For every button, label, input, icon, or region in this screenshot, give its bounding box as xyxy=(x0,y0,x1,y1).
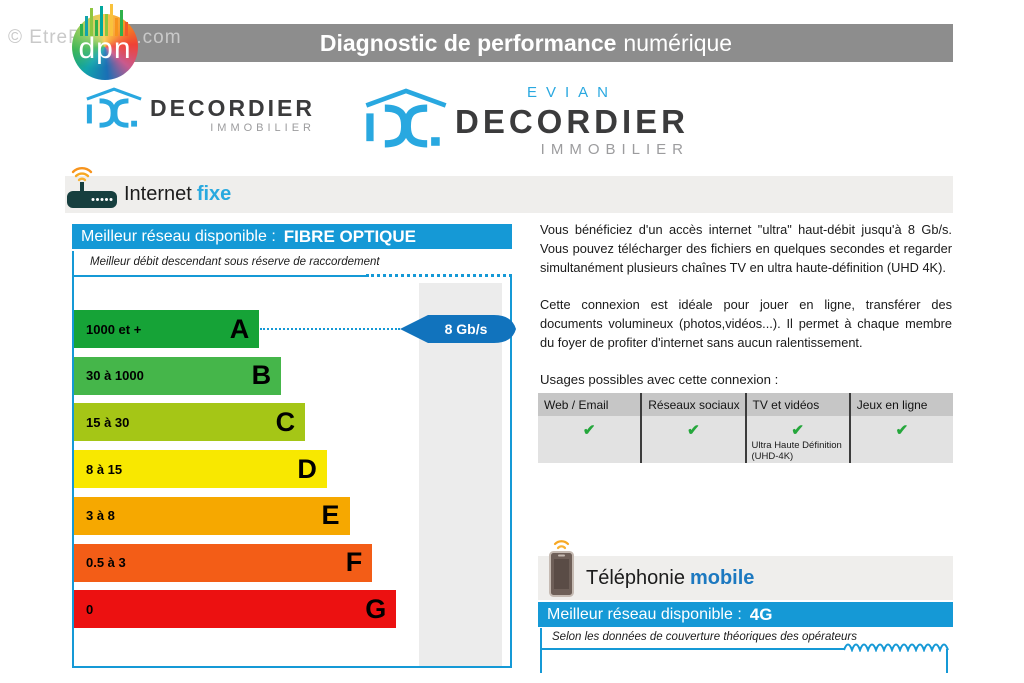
grade-bar-D: 8 à 15 D xyxy=(74,450,327,489)
chart-gray-column xyxy=(419,283,502,666)
internet-fixe-title: Internet fixe xyxy=(124,183,231,206)
agency-name: DECORDIER xyxy=(455,103,690,140)
usage-column-body: ✔ xyxy=(642,416,745,463)
router-icon xyxy=(67,167,117,208)
dpn-logo: dpn xyxy=(70,2,142,86)
grade-letter: F xyxy=(345,547,363,577)
internet-title-text: Internet xyxy=(124,183,192,205)
usage-column-body: ✔ xyxy=(538,416,641,463)
usage-column-header: Web / Email xyxy=(538,393,641,416)
speed-range-label: 0.5 à 3 xyxy=(86,555,126,570)
grade-letter: D xyxy=(297,453,317,484)
agency-subtitle: IMMOBILIER xyxy=(210,122,316,134)
wavy-line xyxy=(843,643,949,652)
dc-monogram-icon xyxy=(365,88,447,148)
smartphone-icon xyxy=(549,540,574,597)
mobile-chart-right-line xyxy=(946,649,948,673)
best-network-banner-fixed: Meilleur réseau disponible : FIBRE OPTIQ… xyxy=(72,224,512,249)
selected-grade-connector xyxy=(260,328,400,330)
mobile-title-accent: mobile xyxy=(689,567,755,589)
description-paragraph-1: Vous bénéficiez d'un accès internet "ult… xyxy=(540,222,952,276)
speed-range-label: 0 xyxy=(86,601,94,617)
description-paragraph-2: Cette connexion est idéale pour jouer en… xyxy=(540,296,952,350)
grade-bar-B: 30 à 1000 B xyxy=(74,356,282,395)
connection-description: Vous bénéficiez d'un accès internet "ult… xyxy=(540,220,952,352)
best-network-banner-mobile: Meilleur réseau disponible : 4G xyxy=(538,602,953,627)
page-title: Diagnostic de performance numérique xyxy=(99,24,953,62)
mobile-note: Selon les données de couverture théoriqu… xyxy=(552,631,857,643)
usages-table: Web / Email ✔ Réseaux sociaux ✔ TV et vidéos… xyxy=(538,393,953,463)
chart-top-border xyxy=(74,275,366,277)
usage-note: Ultra Haute Définition (UHD-4K) xyxy=(751,440,842,463)
speed-range-label: 1000 et + xyxy=(86,321,142,337)
usage-column-header: Réseaux sociaux xyxy=(642,393,745,416)
agency-logo-small: DECORDIER IMMOBILIER xyxy=(86,84,315,134)
speed-range-label: 3 à 8 xyxy=(86,508,115,524)
mobile-title-text: Téléphonie xyxy=(586,567,685,589)
check-icon: ✔ xyxy=(687,422,700,439)
banner-label: Meilleur réseau disponible : xyxy=(547,605,742,623)
mobile-chart-baseline xyxy=(541,648,845,650)
speed-tag: 8 Gb/s xyxy=(400,315,516,343)
grade-letter: B xyxy=(251,360,272,391)
banner-value: FIBRE OPTIQUE xyxy=(283,226,417,246)
mobile-chart-left-line xyxy=(540,628,542,673)
agency-name: DECORDIER xyxy=(150,95,316,121)
agency-logo-large: EVIAN DECORDIER IMMOBILIER xyxy=(365,82,689,158)
chart-left-line xyxy=(72,251,74,277)
grade-letter: C xyxy=(275,406,296,437)
speed-grade-chart: 1000 et + A 30 à 1000 B 15 à 30 C 8 à 15 D 3 à 8… xyxy=(72,274,516,668)
usage-column: Jeux en ligne ✔ xyxy=(848,393,953,463)
chart-top-dotted-border xyxy=(366,274,512,277)
grade-bar-E: 3 à 8 E xyxy=(74,496,350,535)
internet-fixe-strip xyxy=(65,176,953,213)
dc-monogram-icon xyxy=(86,87,142,128)
mobile-strip xyxy=(538,556,953,600)
usage-column-header: TV et vidéos xyxy=(746,393,849,416)
agency-subtitle: IMMOBILIER xyxy=(540,141,690,158)
page-title-bold: Diagnostic de performance xyxy=(319,29,617,56)
usage-column-header: Jeux en ligne xyxy=(850,393,953,416)
usage-column: TV et vidéos ✔ Ultra Haute Définition (UHD… xyxy=(744,393,849,463)
speed-tag-value: 8 Gb/s xyxy=(445,321,488,337)
usage-column-body: ✔ Ultra Haute Définition (UHD-4K) xyxy=(746,416,849,463)
usage-column: Web / Email ✔ xyxy=(538,393,641,463)
check-icon: ✔ xyxy=(791,422,804,439)
check-icon: ✔ xyxy=(582,422,596,439)
internet-title-accent: fixe xyxy=(196,183,232,205)
grade-bar-C: 15 à 30 C xyxy=(74,403,306,442)
speed-range-label: 30 à 1000 xyxy=(86,368,144,384)
grade-bar-A: 1000 et + A xyxy=(74,310,260,348)
check-icon: ✔ xyxy=(895,422,909,439)
speed-range-label: 8 à 15 xyxy=(86,461,123,477)
usage-column-body: ✔ xyxy=(850,416,953,463)
mobile-title: Téléphonie mobile xyxy=(586,567,754,590)
grade-letter: E xyxy=(321,500,340,531)
grade-letter: A xyxy=(229,313,250,344)
banner-label: Meilleur réseau disponible : xyxy=(81,227,276,245)
dpn-logo-text: dpn xyxy=(78,32,132,65)
chart-note: Meilleur débit descendant sous réserve d… xyxy=(90,256,380,268)
usage-column: Réseaux sociaux ✔ xyxy=(640,393,745,463)
grade-letter: G xyxy=(365,593,387,624)
banner-value: 4G xyxy=(749,604,773,624)
usages-title: Usages possibles avec cette connexion : xyxy=(540,372,779,387)
grade-bar-F: 0.5 à 3 F xyxy=(74,543,373,582)
agency-city: EVIAN xyxy=(527,84,618,101)
dpn-skyline-bars-icon xyxy=(80,2,128,36)
speed-range-label: 15 à 30 xyxy=(86,414,130,430)
page-title-light: numérique xyxy=(623,29,733,56)
